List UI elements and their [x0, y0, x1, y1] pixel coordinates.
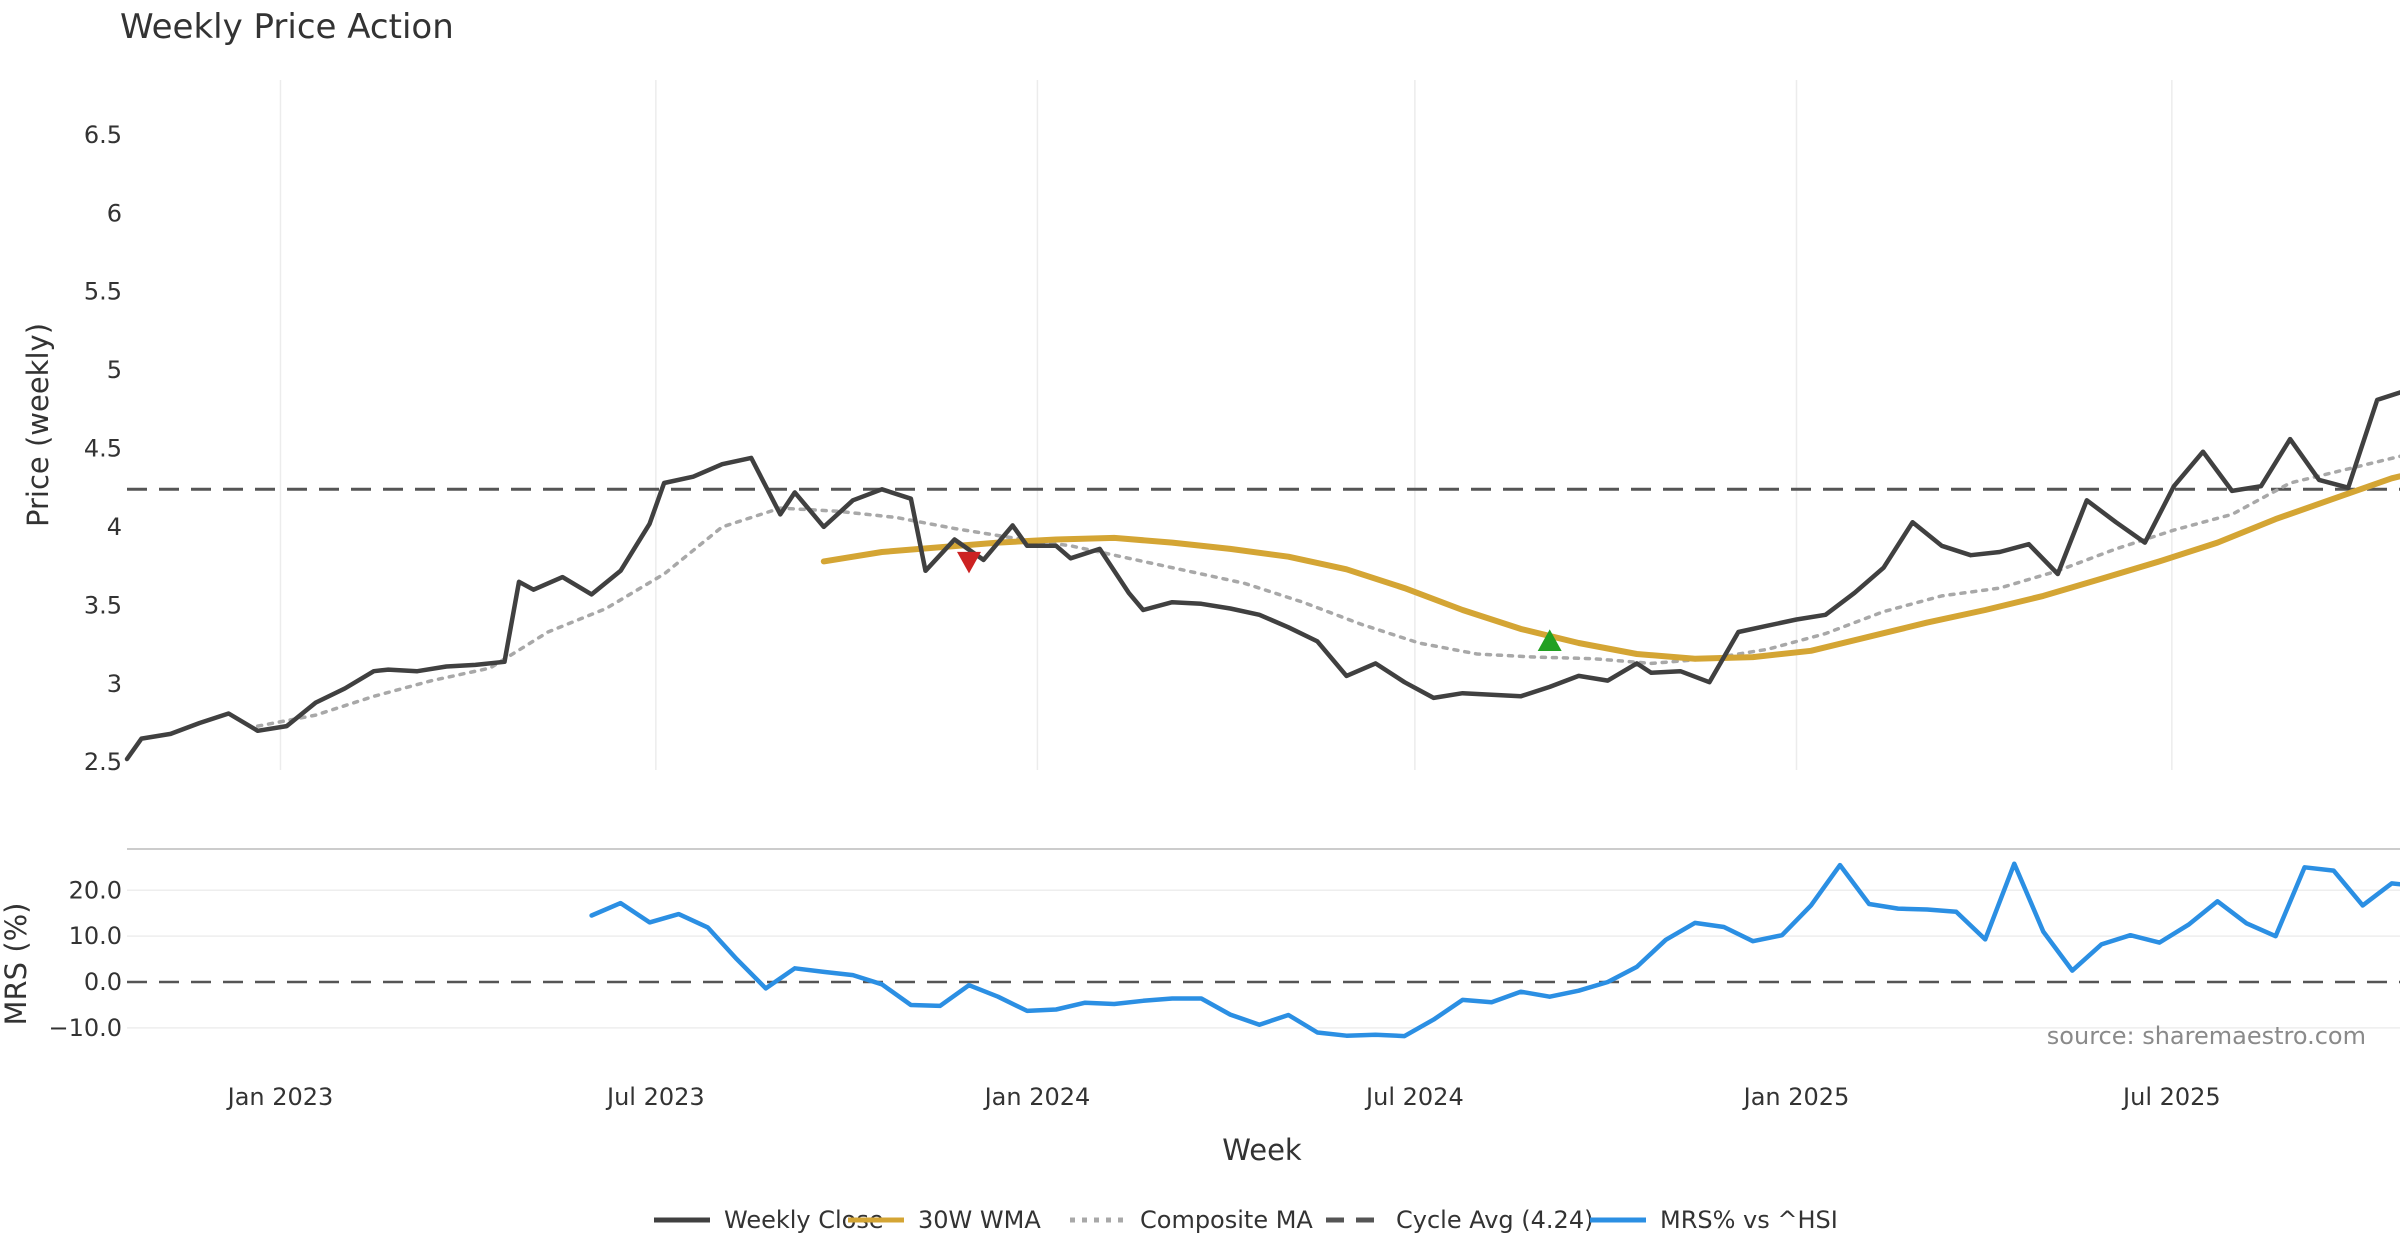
legend-label-mrs-vs-hsi: MRS% vs ^HSI: [1660, 1206, 1838, 1234]
series-composite-ma: [255, 454, 2400, 728]
x-tick-jan-2023: Jan 2023: [226, 1083, 334, 1111]
mrs-y-tick: −10.0: [48, 1014, 122, 1042]
price-y-tick: 4: [107, 513, 122, 541]
signal-markers: [957, 551, 1562, 652]
legend-item-cycle-avg-4-24: Cycle Avg (4.24): [1326, 1206, 1593, 1234]
price-y-tick: 4.5: [84, 435, 122, 463]
price-y-tick: 6.5: [84, 121, 122, 149]
mrs-y-tick: 10.0: [69, 922, 122, 950]
chart-title: Weekly Price Action: [120, 7, 454, 47]
legend-label-cycle-avg-4-24: Cycle Avg (4.24): [1396, 1206, 1593, 1234]
source-note: source: sharemaestro.com: [2047, 1022, 2366, 1050]
mrs-panel-grid: [127, 889, 2400, 1029]
legend-item-30w-wma: 30W WMA: [848, 1206, 1041, 1234]
legend-label-composite-ma: Composite MA: [1140, 1206, 1313, 1234]
x-axis-ticks: Jan 2023 Jul 2023 Jan 2024 Jul 2024 Jan 2025…: [226, 1083, 2221, 1111]
legend-label-30w-wma: 30W WMA: [918, 1206, 1041, 1234]
price-y-tick: 6: [107, 199, 122, 227]
series-weekly-close: [124, 390, 2400, 762]
series-30w-wma: [820, 473, 2400, 662]
x-tick-jul-2024: Jul 2024: [1364, 1083, 1464, 1111]
price-y-axis-label: Price (weekly): [21, 323, 55, 527]
price-panel-series: [124, 390, 2400, 762]
x-tick-jul-2025: Jul 2025: [2121, 1083, 2221, 1111]
x-tick-jan-2024: Jan 2024: [983, 1083, 1091, 1111]
mrs-y-ticks: 20.0 10.0 0.0 −10.0: [48, 876, 122, 1042]
x-tick-jul-2023: Jul 2023: [605, 1083, 705, 1111]
price-y-tick: 5.5: [84, 278, 122, 306]
price-y-tick: 3: [107, 670, 122, 698]
price-y-tick: 3.5: [84, 591, 122, 619]
buy-signal-marker-2: [1537, 629, 1562, 652]
mrs-y-tick: 0.0: [84, 968, 122, 996]
sell-signal-marker-1: [957, 551, 982, 574]
mrs-y-axis-label: MRS (%): [0, 903, 33, 1026]
mrs-panel-series: [589, 861, 2400, 1039]
series-mrs-vs-hsi: [589, 861, 2400, 1039]
price-y-ticks: 2.5 3 3.5 4 4.5 5 5.5 6 6.5: [84, 121, 122, 776]
price-panel-grid: [279, 80, 2173, 770]
legend-item-mrs-vs-hsi: MRS% vs ^HSI: [1590, 1206, 1838, 1234]
price-y-tick: 2.5: [84, 748, 122, 776]
legend-item-composite-ma: Composite MA: [1070, 1206, 1313, 1234]
mrs-y-tick: 20.0: [69, 876, 122, 904]
price-y-tick: 5: [107, 356, 122, 384]
x-axis-label: Week: [1222, 1133, 1302, 1167]
x-tick-jan-2025: Jan 2025: [1742, 1083, 1850, 1111]
legend: Weekly Close 30W WMA Composite MA Cycle Avg…: [654, 1206, 1838, 1234]
